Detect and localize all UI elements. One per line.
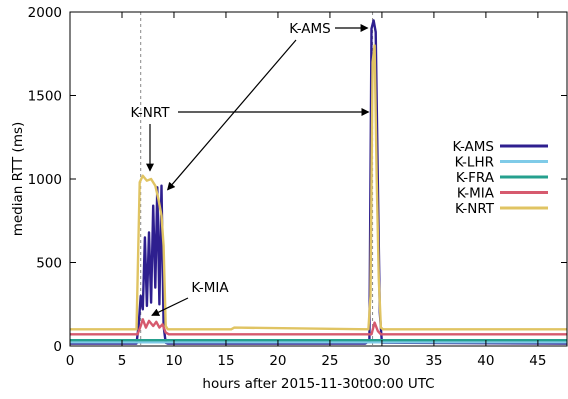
series-line-k-mia [70,318,567,336]
y-axis-title: median RTT (ms) [10,122,26,237]
annotation-label: K-NRT [130,105,170,121]
legend-label: K-NRT [455,201,495,217]
x-tick-label: 25 [321,353,338,369]
annotation-label: K-MIA [191,280,229,296]
series-line-k-ams [70,19,568,345]
y-tick-label: 0 [53,339,62,355]
x-tick-label: 15 [217,353,234,369]
legend-label: K-AMS [453,139,494,155]
legend-label: K-LHR [455,155,494,171]
legend-label: K-MIA [457,186,495,202]
axis-ticks: 0 5 10 15 20 25 30 35 40 45 0 500 1000 1500 2000 [28,5,567,369]
x-tick-label: 0 [66,353,75,369]
x-axis-title: hours after 2015-11-30t00:00 UTC [202,376,434,392]
x-tick-label: 35 [425,353,442,369]
annotations: K-AMS K-NRT K-MIA [130,21,370,316]
x-tick-label: 40 [477,353,494,369]
legend-label: K-FRA [456,170,495,186]
x-tick-label: 5 [118,353,127,369]
x-tick-label: 10 [165,353,182,369]
event-markers [140,12,374,346]
annotation-label: K-AMS [289,21,330,37]
y-tick-label: 500 [36,256,62,272]
x-tick-label: 30 [373,353,390,369]
y-tick-label: 1500 [28,89,62,105]
x-tick-label: 45 [529,353,546,369]
x-tick-label: 20 [269,353,286,369]
y-tick-label: 1000 [28,172,62,188]
annotation-arrow [151,297,189,316]
series-line-k-nrt [70,44,567,331]
series-layer [70,19,568,345]
annotation-arrow [167,39,297,191]
y-tick-label: 2000 [28,5,62,21]
